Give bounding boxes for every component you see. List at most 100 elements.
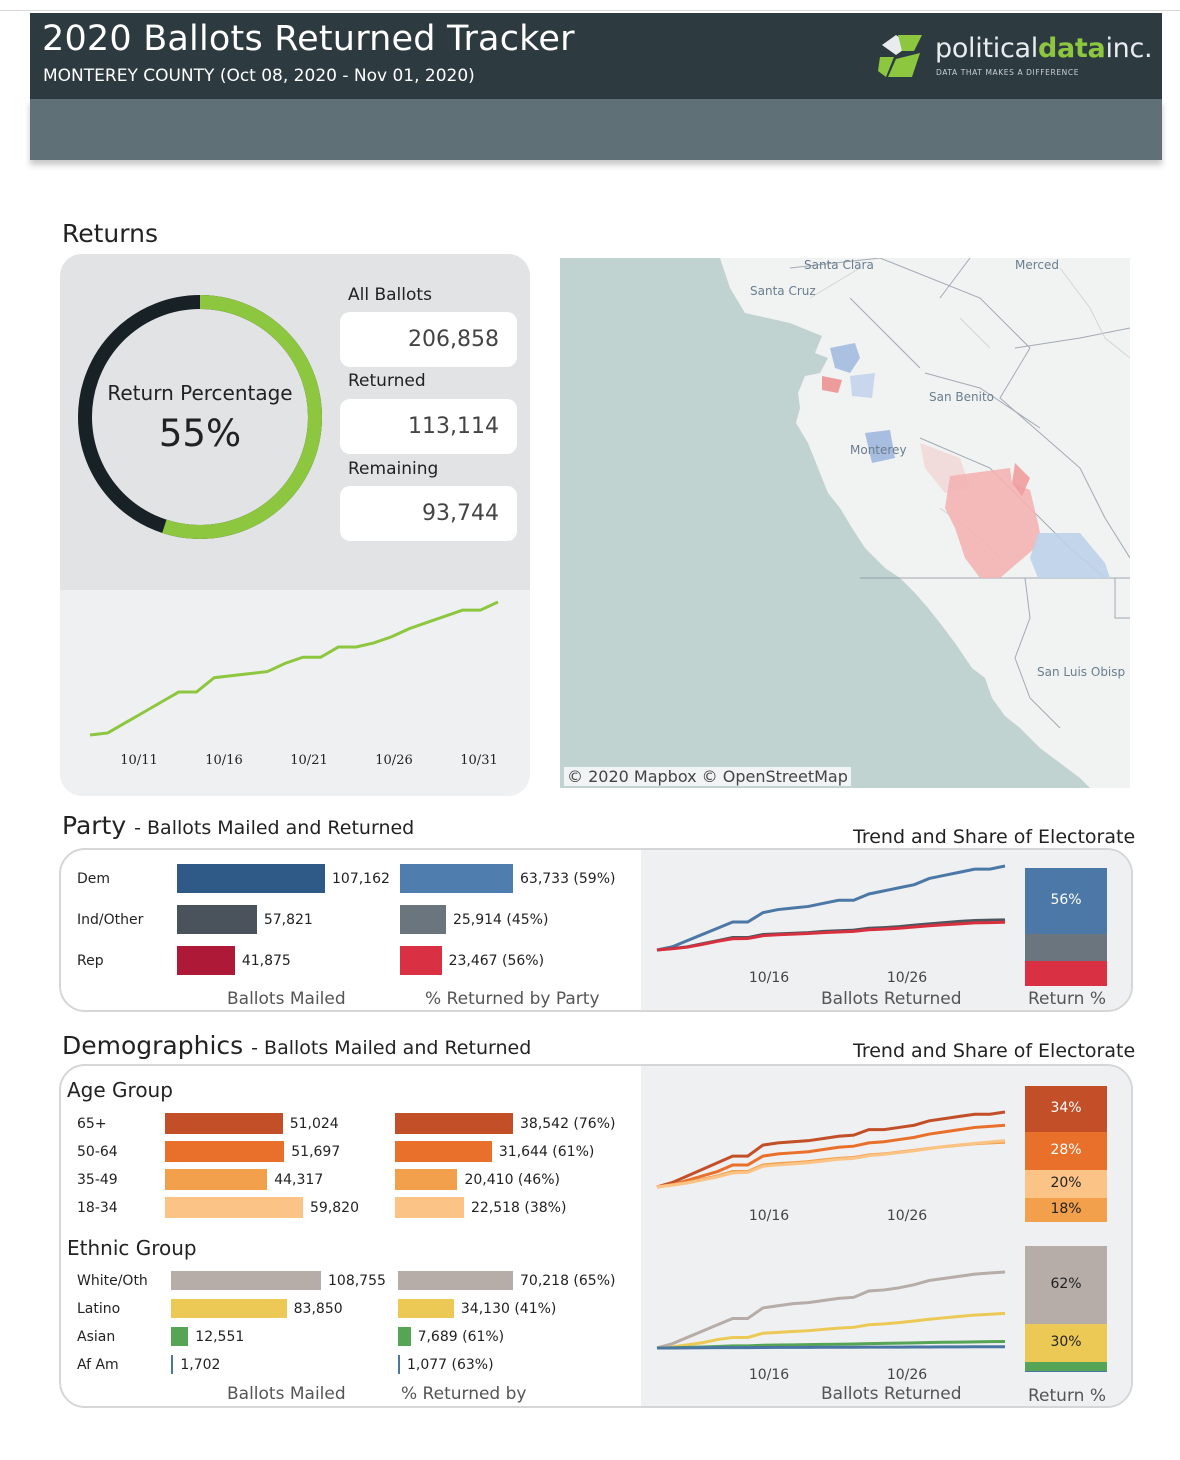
date-tick-label: 10/26 xyxy=(887,970,927,986)
logo-wordmark: politicaldatainc. xyxy=(935,33,1153,64)
mailed-value: 107,162 xyxy=(332,871,390,887)
share-label: 18% xyxy=(1050,1200,1082,1217)
ethnic-trend-line-0 xyxy=(656,1270,1006,1350)
returned-value: 7,689 (61%) xyxy=(417,1329,505,1345)
mailed-bar xyxy=(171,1355,174,1374)
trend-axis-label: Ballots Returned xyxy=(821,1384,962,1404)
row-label: Af Am xyxy=(77,1357,119,1373)
header-bar: 2020 Ballots Returned Tracker MONTEREY C… xyxy=(30,13,1162,99)
demographic-trend-panel: 10/16 10/26 10/16 10/26 34% 28% 20% 18% 62% 30% B… xyxy=(641,1066,1131,1406)
returns-card: Return Percentage 55% All Ballots 206,85… xyxy=(60,254,530,796)
share-segment xyxy=(1025,1370,1107,1372)
share-segment xyxy=(1025,1170,1107,1198)
ring-value: 55% xyxy=(158,412,242,455)
date-tick-label: 10/26 xyxy=(887,1208,927,1224)
row-label: Rep xyxy=(77,953,104,969)
precinct-large-red xyxy=(945,468,1040,578)
mailed-value: 51,697 xyxy=(291,1144,341,1160)
precinct-blue xyxy=(865,430,895,463)
returned-bar xyxy=(398,1355,400,1374)
returned-bar xyxy=(398,1299,454,1318)
date-tick-label: 10/16 xyxy=(749,1367,789,1383)
mailed-bar xyxy=(165,1169,268,1190)
trend-tick-label: 10/11 xyxy=(120,753,157,768)
mailed-bar xyxy=(171,1299,287,1318)
date-tick-label: 10/16 xyxy=(749,970,789,986)
remaining-value: 93,744 xyxy=(340,486,517,541)
row-label: 18-34 xyxy=(77,1200,118,1216)
filter-bar xyxy=(30,99,1162,160)
party-trend-line-2 xyxy=(656,920,1006,952)
map-label-san-luis-obispo: San Luis Obisp xyxy=(1037,665,1125,679)
county-map[interactable]: Santa Clara Merced Santa Cruz San Benito… xyxy=(560,258,1130,788)
precinct-red xyxy=(822,376,842,393)
demographics-trend-caption: Trend and Share of Electorate xyxy=(853,1040,1136,1062)
demographic-trend-chart: 10/16 10/26 10/16 10/26 xyxy=(656,1110,1006,1383)
age-group-title: Age Group xyxy=(67,1078,173,1102)
returns-section-title: Returns xyxy=(62,219,158,248)
row-label: 35-49 xyxy=(77,1172,118,1188)
company-logo-icon xyxy=(878,35,922,77)
party-card: Dem 107,162 63,733 (59%) Ind/Other 57,821 25,… xyxy=(59,848,1133,1012)
share-segment xyxy=(1025,961,1107,986)
returned-value: 20,410 (46%) xyxy=(464,1172,560,1188)
party-trend-caption: Trend and Share of Electorate xyxy=(853,826,1136,848)
row-label: 50-64 xyxy=(77,1144,118,1160)
party-section-title: Party - Ballots Mailed and Returned xyxy=(62,811,415,840)
trend-tick-label: 10/16 xyxy=(205,753,242,768)
row-label: Ind/Other xyxy=(77,912,144,928)
ethnic-trend-line-3 xyxy=(657,1345,1006,1350)
trend-tick-label: 10/21 xyxy=(290,753,327,768)
ocean-area xyxy=(560,258,1090,788)
share-segment xyxy=(1025,1246,1107,1325)
returned-bar xyxy=(400,946,442,975)
share-segment xyxy=(1025,1361,1107,1371)
mailed-axis-label: Ballots Mailed xyxy=(227,1384,346,1404)
share-label: 62% xyxy=(1050,1276,1082,1293)
mailed-bar xyxy=(171,1271,321,1290)
returns-trend-chart: 10/11 10/16 10/21 10/26 10/31 xyxy=(89,600,499,768)
share-segment xyxy=(1025,1086,1107,1133)
remaining-label: Remaining xyxy=(348,459,439,479)
returned-bar xyxy=(395,1113,513,1134)
returned-bar xyxy=(398,1271,513,1290)
returned-value: 1,077 (63%) xyxy=(407,1357,494,1373)
mailed-value: 1,702 xyxy=(180,1357,221,1373)
mailed-value: 83,850 xyxy=(293,1301,343,1317)
map-attribution[interactable]: © 2020 Mapbox © OpenStreetMap xyxy=(564,767,851,786)
all-ballots-value: 206,858 xyxy=(340,312,517,367)
trend-tick-label: 10/26 xyxy=(375,753,412,768)
demographics-section-title: Demographics - Ballots Mailed and Return… xyxy=(62,1031,532,1060)
returned-bar xyxy=(395,1197,464,1218)
map-canvas[interactable]: Santa Clara Merced Santa Cruz San Benito… xyxy=(560,258,1130,788)
share-label: 20% xyxy=(1050,1174,1082,1191)
ethnic-group-title: Ethnic Group xyxy=(67,1236,197,1260)
page-subtitle: MONTEREY COUNTY (Oct 08, 2020 - Nov 01, … xyxy=(43,66,475,86)
returned-value: 23,467 (56%) xyxy=(448,953,545,969)
page-title: 2020 Ballots Returned Tracker xyxy=(42,19,575,59)
returned-value: 113,114 xyxy=(340,399,517,454)
age-trend-line-1 xyxy=(656,1123,1006,1189)
precinct-blue xyxy=(1030,533,1110,578)
mailed-bar xyxy=(177,946,235,975)
date-tick-label: 10/16 xyxy=(749,1208,789,1224)
row-label: White/Oth xyxy=(77,1273,148,1289)
returned-value: 22,518 (38%) xyxy=(470,1200,567,1216)
returned-value: 31,644 (61%) xyxy=(498,1144,595,1160)
party-trend-chart: 10/16 10/26 xyxy=(656,864,1006,986)
trend-tick-label: 10/31 xyxy=(460,753,497,768)
row-label: 65+ xyxy=(77,1116,107,1132)
ring-returned-arc xyxy=(78,295,322,539)
mailed-value: 108,755 xyxy=(328,1273,386,1289)
map-label-monterey: Monterey xyxy=(850,443,907,457)
demographics-card: Age Group Ethnic Group 65+ 51,024 38,542 (… xyxy=(59,1064,1133,1408)
all-ballots-label: All Ballots xyxy=(348,285,432,305)
pct-axis-label: % Returned by xyxy=(401,1384,527,1404)
map-label-santa-cruz: Santa Cruz xyxy=(750,284,816,298)
returned-bar xyxy=(400,905,446,934)
returned-bar xyxy=(395,1141,492,1162)
share-label: 56% xyxy=(1050,892,1082,909)
returned-value: 25,914 (45%) xyxy=(452,912,549,928)
returned-value: 34,130 (41%) xyxy=(460,1301,557,1317)
returned-value: 70,218 (65%) xyxy=(520,1273,616,1289)
